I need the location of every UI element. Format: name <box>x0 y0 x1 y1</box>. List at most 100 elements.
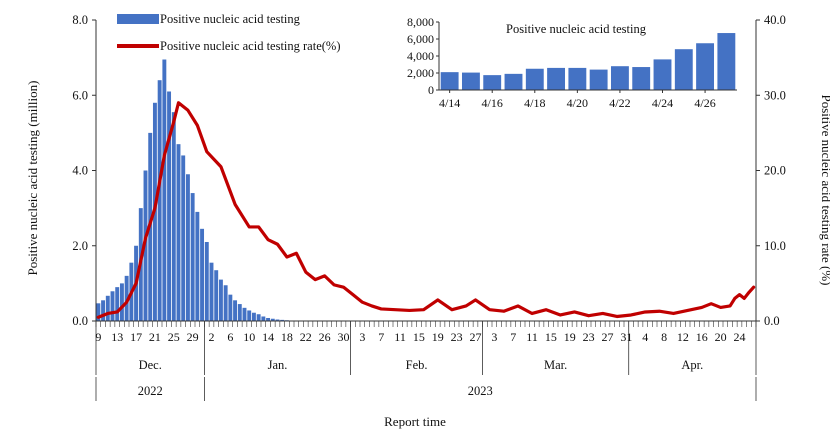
main-bars-group <box>96 59 294 322</box>
bar <box>233 300 238 321</box>
inset-x-tick-label: 4/22 <box>609 96 630 110</box>
bar <box>261 316 266 321</box>
main-axes-group <box>92 19 760 401</box>
inset-bar <box>674 49 693 90</box>
x-day-label: 21 <box>149 330 161 344</box>
x-day-label: 24 <box>734 330 746 344</box>
bar <box>96 303 101 321</box>
inset-bar <box>653 59 672 90</box>
inset-bar <box>483 75 502 91</box>
bar <box>181 155 186 321</box>
x-day-label: 4 <box>642 330 648 344</box>
inset-x-tick-label: 4/18 <box>524 96 545 110</box>
inset-x-tick-label: 4/16 <box>482 96 503 110</box>
inset-bar <box>568 67 587 90</box>
y-right-tick-label: 40.0 <box>764 13 786 27</box>
x-axis-label: Report time <box>384 414 446 429</box>
month-label: Mar. <box>544 358 567 372</box>
bar <box>237 304 242 321</box>
inset-y-tick-label: 8,000 <box>407 15 434 29</box>
bar <box>209 262 214 321</box>
inset-chart: Positive nucleic acid testing 0 2,000 4,00… <box>407 15 737 110</box>
x-day-label: 15 <box>413 330 425 344</box>
x-day-label: 3 <box>491 330 497 344</box>
bar <box>280 319 285 321</box>
legend-label-bars: Positive nucleic acid testing <box>160 12 301 26</box>
legend-bar-swatch <box>117 14 159 24</box>
month-label: Apr. <box>681 358 703 372</box>
bar <box>270 318 275 321</box>
y-axis-left-label: Positive nucleic acid testing (million) <box>25 81 40 276</box>
inset-title: Positive nucleic acid testing <box>506 22 647 36</box>
inset-bar <box>589 69 608 90</box>
bar <box>218 279 223 321</box>
inset-bar <box>504 73 523 90</box>
bar <box>171 112 176 322</box>
legend: Positive nucleic acid testing Positive n… <box>117 12 341 53</box>
bar <box>124 275 129 321</box>
inset-bar <box>547 67 566 90</box>
y-left-tick-label: 4.0 <box>72 164 88 178</box>
x-day-label: 23 <box>583 330 595 344</box>
x-day-label: 16 <box>696 330 708 344</box>
inset-x-tick-label: 4/20 <box>567 96 588 110</box>
x-day-label: 3 <box>359 330 365 344</box>
y-left-tick-label: 6.0 <box>72 88 88 102</box>
bar <box>101 300 106 321</box>
x-day-label: 30 <box>338 330 350 344</box>
x-day-label: 27 <box>602 330 614 344</box>
inset-x-tick-label: 4/26 <box>694 96 715 110</box>
x-day-label: 8 <box>661 330 667 344</box>
x-day-label: 22 <box>300 330 312 344</box>
inset-y-tick-label: 2,000 <box>407 66 434 80</box>
x-day-label: 23 <box>451 330 463 344</box>
inset-bar <box>717 33 736 90</box>
x-day-label: 7 <box>510 330 516 344</box>
bar <box>195 211 200 321</box>
month-label: Feb. <box>406 358 428 372</box>
year-label: 2022 <box>138 384 163 398</box>
x-day-label: 7 <box>378 330 384 344</box>
inset-y-tick-label: 4,000 <box>407 49 434 63</box>
inset-bar <box>632 67 651 90</box>
bar <box>115 287 120 321</box>
x-day-label: 11 <box>526 330 538 344</box>
month-label: Dec. <box>139 358 162 372</box>
inset-x-tick-label: 4/24 <box>652 96 673 110</box>
bar <box>275 319 280 321</box>
rate-series-line <box>96 101 756 319</box>
y-right-tick-label: 30.0 <box>764 88 786 102</box>
bar <box>167 91 172 322</box>
bar <box>223 285 228 321</box>
inset-bar <box>440 72 459 90</box>
y-left-tick-label: 0.0 <box>72 314 88 328</box>
x-day-label: 15 <box>545 330 557 344</box>
year-label: 2023 <box>468 384 493 398</box>
bar <box>214 270 219 321</box>
x-day-label: 13 <box>111 330 123 344</box>
x-day-label: 27 <box>470 330 482 344</box>
bar <box>190 193 195 321</box>
inset-bar <box>696 43 715 90</box>
bar <box>105 295 110 321</box>
bar <box>266 317 271 321</box>
inset-y-tick-label: 0 <box>428 83 434 97</box>
bar <box>176 144 181 321</box>
bar <box>247 310 252 321</box>
y-left-tick-label: 2.0 <box>72 239 88 253</box>
y-right-tick-label: 20.0 <box>764 164 786 178</box>
legend-label-line: Positive nucleic acid testing rate(%) <box>160 39 341 53</box>
x-day-label: 18 <box>281 330 293 344</box>
inset-x-tick-label: 4/14 <box>439 96 460 110</box>
inset-bar <box>525 68 544 90</box>
bar <box>157 80 162 321</box>
bar <box>200 228 205 321</box>
bar <box>256 314 261 321</box>
x-day-label: 12 <box>677 330 689 344</box>
bar <box>204 241 209 321</box>
bar <box>228 294 233 321</box>
bar <box>185 174 190 321</box>
x-day-label: 31 <box>620 330 632 344</box>
